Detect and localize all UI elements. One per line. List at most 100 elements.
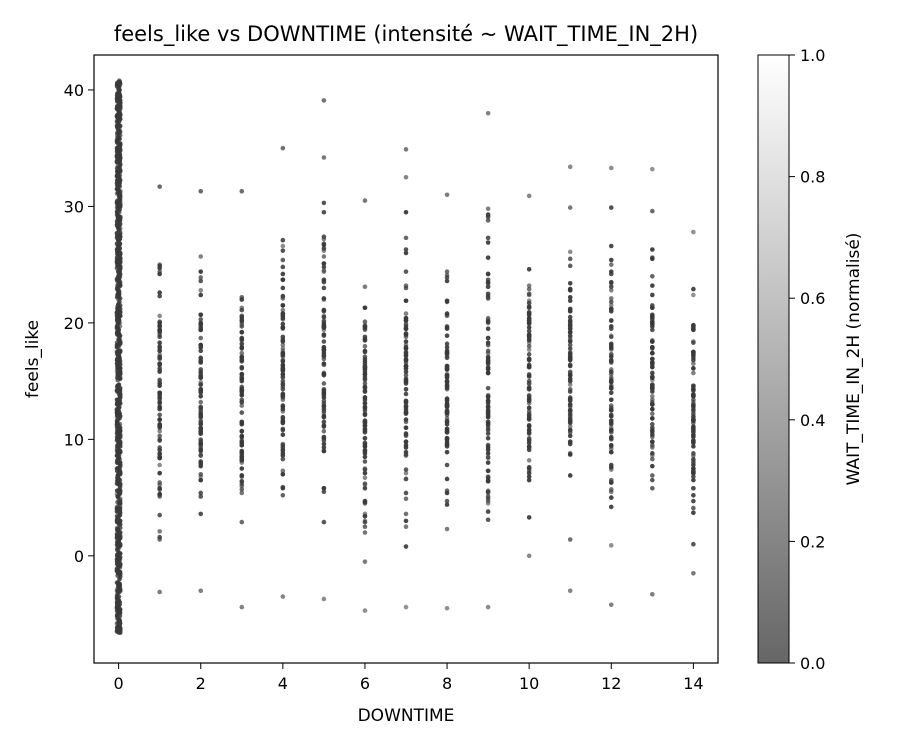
- data-point: [114, 106, 120, 111]
- data-point: [526, 267, 532, 272]
- data-point: [691, 492, 696, 498]
- data-point: [280, 237, 286, 243]
- data-point: [114, 418, 120, 424]
- data-point: [526, 321, 532, 327]
- data-point: [403, 417, 409, 422]
- data-point: [239, 399, 245, 405]
- data-point: [403, 326, 409, 332]
- data-point: [117, 299, 122, 305]
- data-point: [239, 313, 245, 319]
- data-point: [321, 264, 327, 270]
- data-point: [526, 318, 532, 323]
- data-point: [198, 359, 204, 364]
- data-point: [198, 494, 204, 499]
- data-point: [114, 596, 120, 602]
- data-point: [403, 363, 409, 369]
- data-point: [650, 393, 655, 399]
- data-point: [117, 250, 123, 256]
- data-point: [157, 290, 162, 295]
- data-point: [485, 350, 491, 356]
- data-point: [198, 411, 204, 417]
- data-point: [608, 420, 614, 426]
- data-point: [117, 215, 123, 221]
- data-point: [280, 357, 286, 363]
- data-point: [280, 472, 286, 477]
- data-point: [526, 424, 532, 429]
- colorbar-tick-label: 0.6: [800, 289, 825, 308]
- data-point: [198, 390, 204, 396]
- data-point: [485, 296, 491, 301]
- data-point: [567, 326, 573, 332]
- data-point: [115, 402, 121, 407]
- data-point: [321, 242, 327, 248]
- data-point: [157, 381, 162, 386]
- data-point: [608, 462, 614, 468]
- data-point: [526, 413, 532, 419]
- data-point: [650, 397, 655, 403]
- data-point: [444, 449, 450, 455]
- data-point: [403, 409, 409, 414]
- data-point: [650, 247, 655, 252]
- data-point: [608, 602, 614, 608]
- data-point: [444, 269, 450, 274]
- data-point: [116, 128, 121, 134]
- data-point: [115, 413, 121, 419]
- data-point: [198, 348, 204, 354]
- data-point: [114, 424, 120, 429]
- data-point: [114, 506, 120, 512]
- data-point: [239, 364, 245, 370]
- data-point: [526, 386, 532, 392]
- data-point: [567, 356, 573, 362]
- data-point: [608, 477, 614, 483]
- data-point: [362, 343, 368, 349]
- data-point: [117, 81, 123, 87]
- data-point: [485, 431, 491, 436]
- data-point: [321, 98, 327, 103]
- data-point: [650, 456, 655, 462]
- data-point: [198, 404, 204, 410]
- data-point: [691, 460, 696, 465]
- data-point: [650, 374, 655, 379]
- data-point: [362, 435, 368, 441]
- data-point: [526, 332, 532, 337]
- data-point: [117, 356, 122, 362]
- data-point: [608, 444, 614, 449]
- data-point: [403, 369, 409, 375]
- data-point: [239, 483, 245, 489]
- data-point: [691, 411, 696, 417]
- data-point: [116, 460, 121, 465]
- data-point: [485, 442, 491, 448]
- data-point: [321, 155, 327, 160]
- data-point: [526, 283, 532, 288]
- data-point: [117, 439, 123, 445]
- data-point: [157, 428, 162, 434]
- data-point: [444, 502, 450, 507]
- data-point: [362, 356, 368, 362]
- data-point: [403, 250, 409, 256]
- data-point: [157, 492, 162, 498]
- data-point: [157, 343, 162, 349]
- data-point: [403, 391, 409, 397]
- data-point: [115, 527, 120, 533]
- data-point: [239, 490, 245, 496]
- data-point: [691, 361, 696, 366]
- data-point: [116, 350, 121, 356]
- data-point: [280, 303, 286, 308]
- data-point: [403, 356, 409, 362]
- data-point: [239, 317, 245, 322]
- data-point: [526, 465, 532, 470]
- x-axis: 0 2 4 6 8 10 12 14: [114, 663, 704, 693]
- data-point: [198, 375, 204, 380]
- data-point: [157, 352, 162, 357]
- data-point: [567, 298, 573, 304]
- data-point: [117, 296, 123, 301]
- data-point: [114, 388, 120, 393]
- data-point: [650, 463, 655, 469]
- data-point: [691, 571, 696, 576]
- data-point: [650, 166, 655, 172]
- data-point: [526, 352, 532, 357]
- data-point: [198, 325, 204, 330]
- data-point: [117, 197, 123, 202]
- data-point: [239, 473, 245, 478]
- data-point: [650, 339, 655, 344]
